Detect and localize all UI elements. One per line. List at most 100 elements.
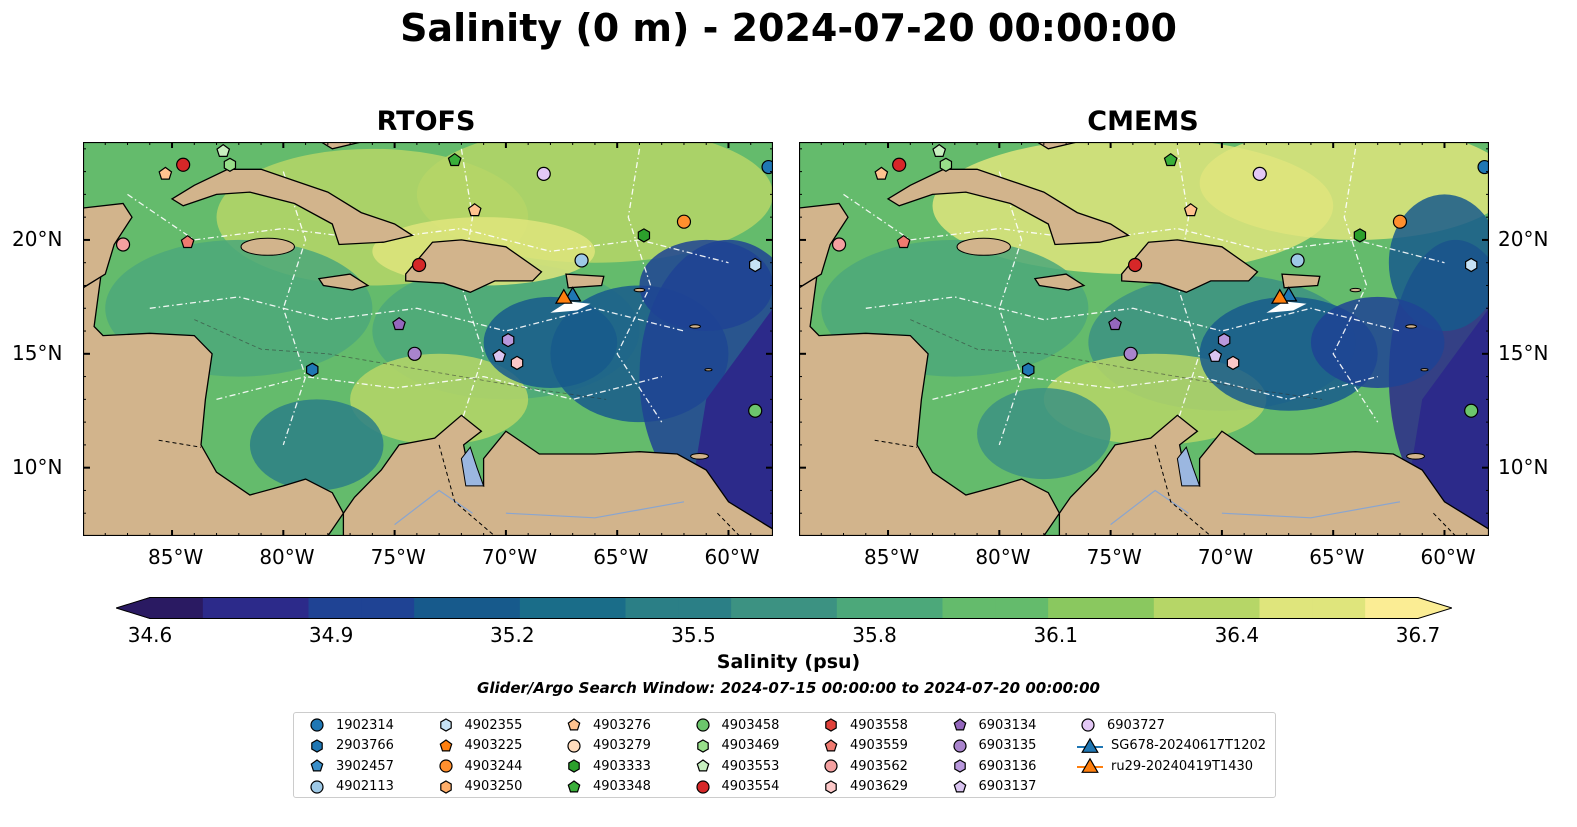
float-marker-6903727	[1252, 166, 1267, 181]
legend-marker	[310, 759, 324, 772]
legend-item: SG678-20240617T1202	[1075, 736, 1266, 756]
legend-item: 4903469	[690, 736, 779, 756]
legend-label: 1902314	[336, 717, 394, 733]
legend-label: 4903558	[850, 717, 908, 733]
glider-marker-ru29-20240419T1430	[554, 288, 573, 304]
legend-label: 4903333	[593, 758, 651, 774]
float-marker-4903559	[180, 234, 195, 249]
legend-item: 4903225	[433, 736, 523, 756]
legend-marker	[825, 779, 837, 794]
float-marker-4902355	[748, 257, 762, 273]
y-tick-label-right: 20°N	[1498, 226, 1549, 251]
colorbar-tick-label: 34.9	[308, 623, 354, 647]
legend-item: 4903562	[818, 756, 908, 776]
x-tick-label: 70°W	[481, 545, 538, 569]
legend-item: 4903558	[818, 715, 908, 735]
legend-marker	[824, 738, 838, 751]
float-marker-6903134	[1108, 316, 1122, 331]
legend-label: 4903458	[721, 717, 780, 733]
float-marker-6903135	[407, 346, 422, 361]
colorbar-bin	[1312, 597, 1366, 619]
x-tick-label: 80°W	[259, 545, 315, 569]
legend-marker	[567, 779, 581, 792]
legend-label: 4903279	[593, 738, 651, 753]
legend-item: 4903276	[561, 715, 651, 735]
legend-marker	[1077, 737, 1103, 753]
legend-label: 4903225	[464, 738, 523, 753]
legend-label: ru29-20240419T1430	[1111, 758, 1254, 774]
float-marker-4903348	[447, 152, 462, 167]
legend-item: 6903137	[947, 777, 1036, 797]
colorbar-bin	[361, 597, 415, 619]
float-marker-4903629	[510, 355, 524, 371]
legend-item: 4902355	[433, 715, 522, 735]
legend-marker	[952, 738, 967, 753]
legend-item: 6903134	[947, 715, 1037, 735]
legend-marker	[1077, 757, 1103, 773]
float-marker-6903134	[392, 316, 406, 331]
legend-item: 4903250	[433, 777, 523, 797]
colorbar-bin	[625, 597, 679, 619]
legend-item: 4902113	[304, 777, 394, 797]
legend-label: 4902113	[336, 779, 394, 794]
float-marker-4902355	[1464, 257, 1478, 273]
float-marker-4903469	[939, 157, 953, 172]
colorbar-bin	[995, 597, 1049, 619]
legend-item: 4903333	[561, 756, 651, 776]
cmems-map	[799, 142, 1489, 536]
float-marker-6903137	[1208, 348, 1223, 362]
y-tick-label-left: 15°N	[12, 340, 63, 365]
x-tick-label: 75°W	[1086, 545, 1142, 569]
glider-marker-ru29-20240419T1430	[1270, 288, 1289, 304]
x-tick-label: 80°W	[975, 545, 1031, 569]
float-marker-4903244	[1392, 214, 1408, 229]
legend-label: 6903134	[978, 717, 1037, 733]
colorbar-bin	[836, 597, 891, 619]
float-marker-4903458	[1464, 403, 1479, 418]
legend-label: 4903562	[850, 758, 908, 774]
map-panel-rtofs[interactable]	[83, 142, 773, 536]
legend-marker	[953, 759, 966, 773]
float-marker-4903562	[115, 237, 131, 252]
x-tick-label: 70°W	[1197, 545, 1254, 569]
legend-label: 4903554	[721, 779, 780, 794]
panel-title-cmems: CMEMS	[1087, 106, 1199, 137]
colorbar-extend-high	[1418, 597, 1452, 619]
legend-marker	[824, 759, 838, 773]
legend-marker	[439, 779, 452, 794]
figure-title: Salinity (0 m) - 2024-07-20 00:00:00	[400, 6, 1177, 50]
legend-marker	[567, 738, 581, 753]
legend-label: 2903766	[336, 738, 394, 753]
legend-marker	[695, 718, 710, 732]
colorbar-bin	[308, 597, 362, 619]
float-marker-4903458	[748, 403, 763, 418]
legend-item: 6903135	[947, 736, 1036, 756]
colorbar-label: Salinity (psu)	[716, 651, 861, 673]
float-marker-4903276	[467, 203, 482, 217]
legend-marker	[953, 779, 966, 792]
colorbar-bin	[1206, 597, 1261, 619]
float-marker-6903727	[536, 166, 551, 181]
legend-label: 4903244	[464, 758, 523, 774]
colorbar-bin	[467, 597, 521, 619]
search-window-text: Glider/Argo Search Window: 2024-07-15 00…	[477, 679, 1100, 697]
float-marker-4903553	[932, 143, 947, 157]
legend-label: 4903276	[593, 717, 651, 733]
legend-label: 4903629	[850, 779, 908, 794]
colorbar	[116, 597, 1452, 619]
legend-marker	[310, 779, 324, 794]
colorbar-bin	[1048, 597, 1102, 619]
float-marker-4903554	[176, 157, 191, 172]
legend-item: 3902457	[304, 756, 394, 776]
map-panel-cmems[interactable]	[799, 142, 1489, 536]
legend-item: 4903244	[433, 756, 523, 776]
float-marker-4903348	[1163, 152, 1178, 167]
colorbar-tick-label: 34.6	[127, 623, 173, 647]
colorbar-bin	[255, 597, 310, 619]
legend-item: ru29-20240419T1430	[1075, 756, 1253, 776]
legend-label: 4903250	[464, 779, 523, 794]
colorbar-bin	[1259, 597, 1313, 619]
colorbar-bin	[942, 597, 996, 619]
legend-marker	[439, 718, 452, 732]
legend-marker	[825, 718, 837, 732]
